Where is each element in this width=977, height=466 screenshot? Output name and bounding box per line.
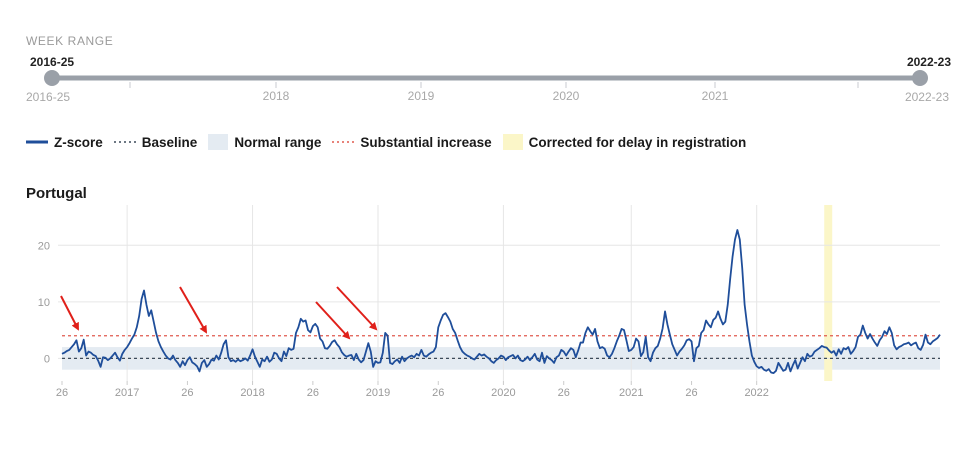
x-tick-label: 2021: [619, 387, 643, 399]
legend-swatch-normal-range: [208, 134, 229, 150]
legend-label-zscore: Z-score: [54, 134, 103, 150]
annotation-arrow: [60, 295, 79, 331]
x-tick-label: 2020: [491, 387, 515, 399]
slider-year-label: 2021: [702, 89, 729, 103]
x-tick-label: 2019: [366, 387, 390, 399]
week-range-title: WEEK RANGE: [26, 34, 114, 48]
x-tick-label: 2018: [240, 387, 264, 399]
corrected-delay-band: [824, 205, 833, 381]
slider-start-value: 2016-25: [30, 55, 75, 69]
y-tick-label: 0: [44, 353, 50, 365]
x-tick-label: 26: [432, 387, 444, 399]
slider-end-handle[interactable]: [912, 70, 928, 86]
legend-label-baseline: Baseline: [141, 134, 198, 150]
chart-title: Portugal: [26, 185, 87, 202]
annotation-arrow: [179, 286, 208, 334]
x-tick-label: 2017: [115, 387, 139, 399]
annotation-arrow: [336, 286, 378, 331]
zscore-chart: 0 10 20 26 2017 26 2018 26 2019 26 2020 26 2021 26 202…: [38, 205, 941, 399]
annotation-arrow: [315, 301, 351, 340]
slider-year-label: 2018: [263, 89, 290, 103]
legend-swatch-baseline: [113, 141, 136, 143]
legend-item-normal-range: Normal range: [208, 134, 321, 150]
slider-year-label: 2020: [553, 89, 580, 103]
x-tick-label: 2022: [744, 387, 768, 399]
legend-label-corrected-delay: Corrected for delay in registration: [528, 134, 747, 150]
y-tick-label: 10: [38, 297, 50, 309]
legend-item-zscore: Z-score: [26, 135, 103, 150]
zscore-series-line: [61, 229, 941, 374]
legend-swatch-corrected-delay: [502, 134, 523, 150]
x-tick-label: 26: [558, 387, 570, 399]
x-tick-label: 26: [307, 387, 319, 399]
legend-swatch-zscore: [26, 140, 48, 144]
slider-start-handle[interactable]: [44, 70, 60, 86]
legend-item-baseline: Baseline: [113, 134, 198, 150]
slider-min-label: 2016-25: [26, 90, 71, 104]
legend-item-corrected-delay: Corrected for delay in registration: [502, 134, 747, 150]
slider-max-label: 2022-23: [904, 90, 949, 104]
legend-label-substantial-increase: Substantial increase: [360, 134, 492, 150]
week-range-slider[interactable]: 2018 2019 2020 2021: [0, 0, 977, 110]
x-tick-label: 26: [56, 387, 68, 399]
x-tick-label: 26: [181, 387, 193, 399]
legend-swatch-substantial-increase: [332, 141, 355, 143]
slider-end-value: 2022-23: [906, 55, 951, 69]
y-tick-label: 20: [38, 240, 50, 252]
chart-legend: Z-score Baseline Normal range Substantia…: [26, 134, 757, 150]
x-tick-label: 26: [685, 387, 697, 399]
legend-label-normal-range: Normal range: [234, 134, 322, 150]
slider-year-label: 2019: [408, 89, 435, 103]
legend-item-substantial-increase: Substantial increase: [332, 134, 492, 150]
